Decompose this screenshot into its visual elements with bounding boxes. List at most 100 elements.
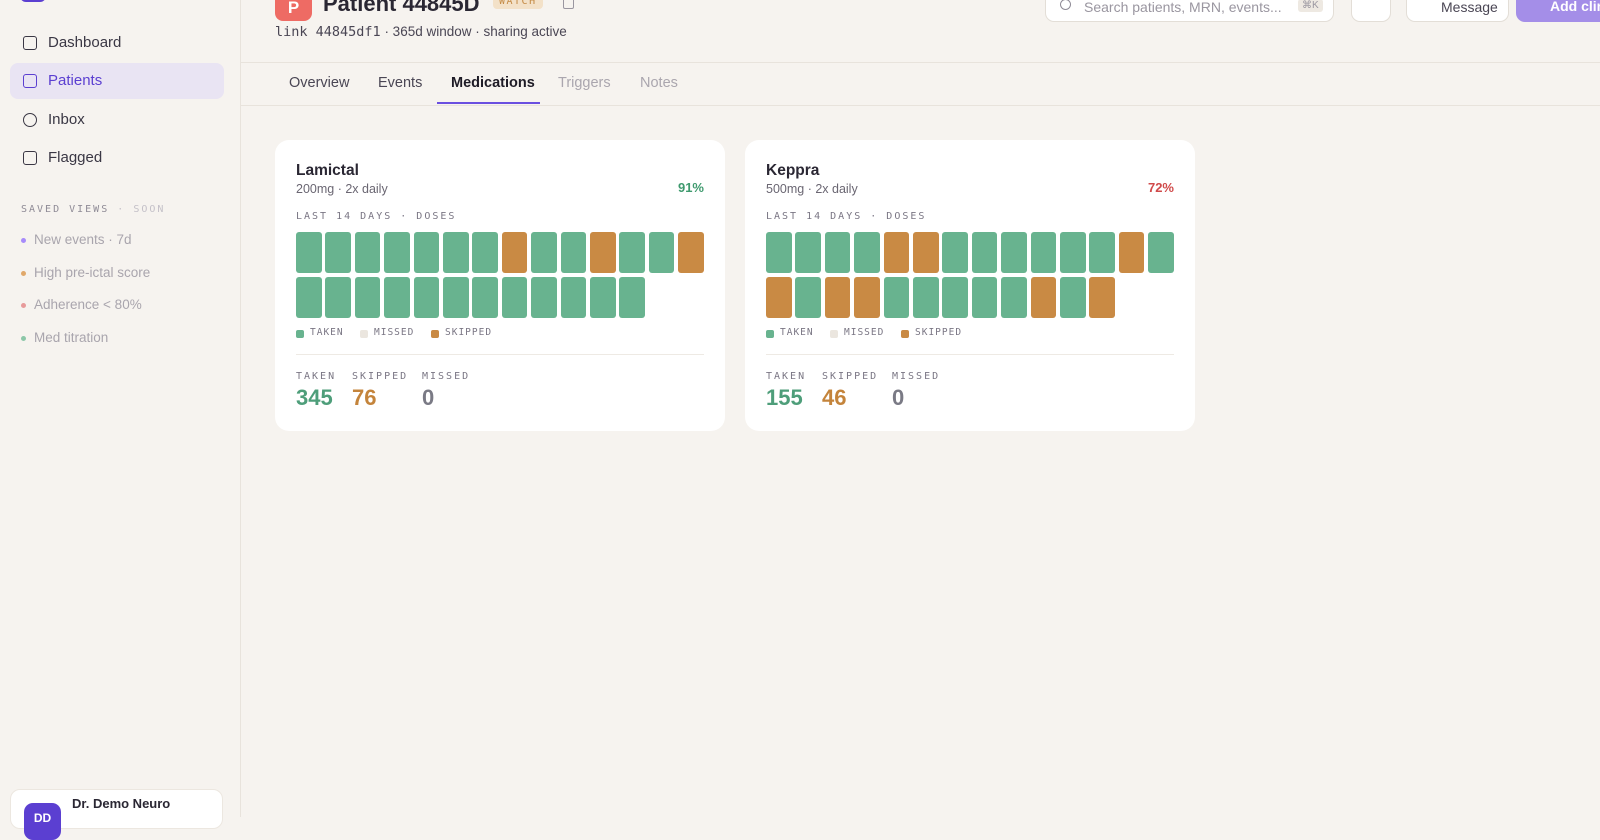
dose-cell: [590, 232, 616, 273]
patient-title: Patient 44845D: [323, 0, 480, 16]
message-button[interactable]: Message: [1406, 0, 1509, 22]
notifications-button[interactable]: [1351, 0, 1391, 22]
dose-cell: [296, 277, 322, 318]
search-icon: [1060, 0, 1071, 10]
meta-text: · 365d window · sharing active: [384, 24, 567, 39]
search-box[interactable]: Search patients, MRN, events... ⌘K: [1045, 0, 1334, 22]
medication-dose: 500mg · 2x daily: [766, 182, 858, 196]
dose-cell: [824, 277, 851, 318]
tab[interactable]: Notes: [640, 75, 678, 91]
header-divider: [241, 62, 1600, 63]
patient-avatar: P: [275, 0, 312, 21]
search-placeholder: Search patients, MRN, events...: [1084, 0, 1282, 15]
user-initials: DD: [24, 803, 61, 840]
dose-cell: [472, 232, 498, 273]
saved-view-dot: [21, 238, 26, 243]
dose-cell: [619, 232, 645, 273]
legend-label: MISSED: [374, 327, 415, 338]
medication-card: Lamictal 200mg · 2x daily 91% LAST 14 DAYS …: [275, 140, 725, 431]
tab-underline: [437, 102, 540, 104]
dose-cell: [913, 277, 939, 318]
legend-label: SKIPPED: [445, 327, 493, 338]
dose-cell: [1001, 277, 1027, 318]
tab[interactable]: Triggers: [558, 75, 611, 91]
dose-cell: [1060, 277, 1086, 318]
stat-label: SKIPPED: [822, 371, 879, 382]
dose-cell: [413, 232, 440, 273]
dose-cell: [443, 277, 469, 318]
dose-cell: [384, 277, 410, 318]
medication-dose: 200mg · 2x daily: [296, 182, 388, 196]
add-button[interactable]: Add clin: [1516, 0, 1600, 22]
dose-cell: [354, 277, 381, 318]
stat-label: TAKEN: [766, 371, 807, 382]
card-divider: [296, 354, 704, 355]
saved-view[interactable]: Med titration: [21, 330, 108, 345]
dose-cell: [296, 232, 322, 273]
dose-cell: [795, 277, 821, 318]
dose-cell: [1001, 232, 1027, 273]
dose-cell: [325, 277, 351, 318]
nav-item[interactable]: Dashboard: [10, 25, 224, 61]
dose-cell: [1060, 232, 1086, 273]
dose-cell: [501, 232, 528, 273]
dose-cell: [531, 277, 557, 318]
dose-cell: [531, 232, 557, 273]
nav-icon: [23, 150, 37, 165]
stat-value: 46: [822, 385, 847, 410]
dose-cell: [590, 277, 616, 318]
dose-cell: [854, 277, 880, 318]
dose-cell: [413, 277, 440, 318]
nav-icon: [23, 74, 37, 89]
tabs-divider: [241, 105, 1600, 106]
stat-label: MISSED: [892, 371, 941, 382]
tab[interactable]: Medications: [451, 75, 535, 91]
dose-cell: [766, 232, 792, 273]
stat-label: MISSED: [422, 371, 471, 382]
dose-cell: [854, 232, 880, 273]
dose-cell: [678, 232, 704, 273]
nav-icon: [23, 36, 37, 50]
patient-meta: link 44845df1 · 365d window · sharing ac…: [275, 24, 567, 40]
nav-item[interactable]: Flagged: [10, 140, 224, 176]
status-badge: WATCH: [493, 0, 543, 9]
stat-value: 155: [766, 385, 803, 410]
saved-view[interactable]: Adherence < 80%: [21, 297, 142, 312]
stat-value: 76: [352, 385, 377, 410]
nav-item[interactable]: Inbox: [10, 102, 224, 138]
dose-cell: [1089, 277, 1115, 318]
saved-views-title: SAVED VIEWS · SOON: [21, 204, 166, 215]
dose-cell: [443, 232, 469, 273]
legend-label: SKIPPED: [915, 327, 963, 338]
saved-view-dot: [21, 335, 26, 341]
dose-cell: [648, 232, 675, 273]
dose-cell: [913, 232, 939, 273]
legend-swatch: [296, 330, 304, 338]
dose-cell: [795, 232, 821, 273]
dose-cell: [942, 277, 968, 318]
tab[interactable]: Events: [378, 75, 423, 91]
nav-item[interactable]: Patients: [10, 63, 224, 100]
adherence: 72%: [1147, 180, 1174, 195]
tab[interactable]: Overview: [289, 75, 350, 91]
stat-label: TAKEN: [296, 371, 337, 382]
user-card[interactable]: DD Dr. Demo Neuro: [10, 789, 223, 840]
app: Dashboard Patients Inbox Flagged SAVED VIEW…: [10, 0, 1600, 840]
user-name: Dr. Demo Neuro: [72, 796, 171, 811]
dose-cell: [1089, 232, 1115, 273]
doses-label: LAST 14 DAYS · DOSES: [296, 211, 457, 222]
logo: [20, 0, 46, 2]
saved-view-dot: [21, 270, 26, 276]
dose-cell: [501, 277, 528, 318]
legend-swatch: [830, 330, 838, 338]
legend-swatch: [360, 330, 368, 338]
dose-cell: [354, 232, 381, 273]
medication-name: Lamictal: [296, 162, 359, 179]
saved-view[interactable]: High pre-ictal score: [21, 265, 150, 280]
dose-cell: [766, 277, 792, 318]
medication-card: Keppra 500mg · 2x daily 72% LAST 14 DAYS · …: [745, 140, 1195, 431]
notes-icon[interactable]: [563, 0, 574, 9]
saved-view[interactable]: New events · 7d: [21, 232, 132, 247]
dose-cell: [1118, 232, 1145, 273]
stat-value: 345: [296, 385, 333, 410]
